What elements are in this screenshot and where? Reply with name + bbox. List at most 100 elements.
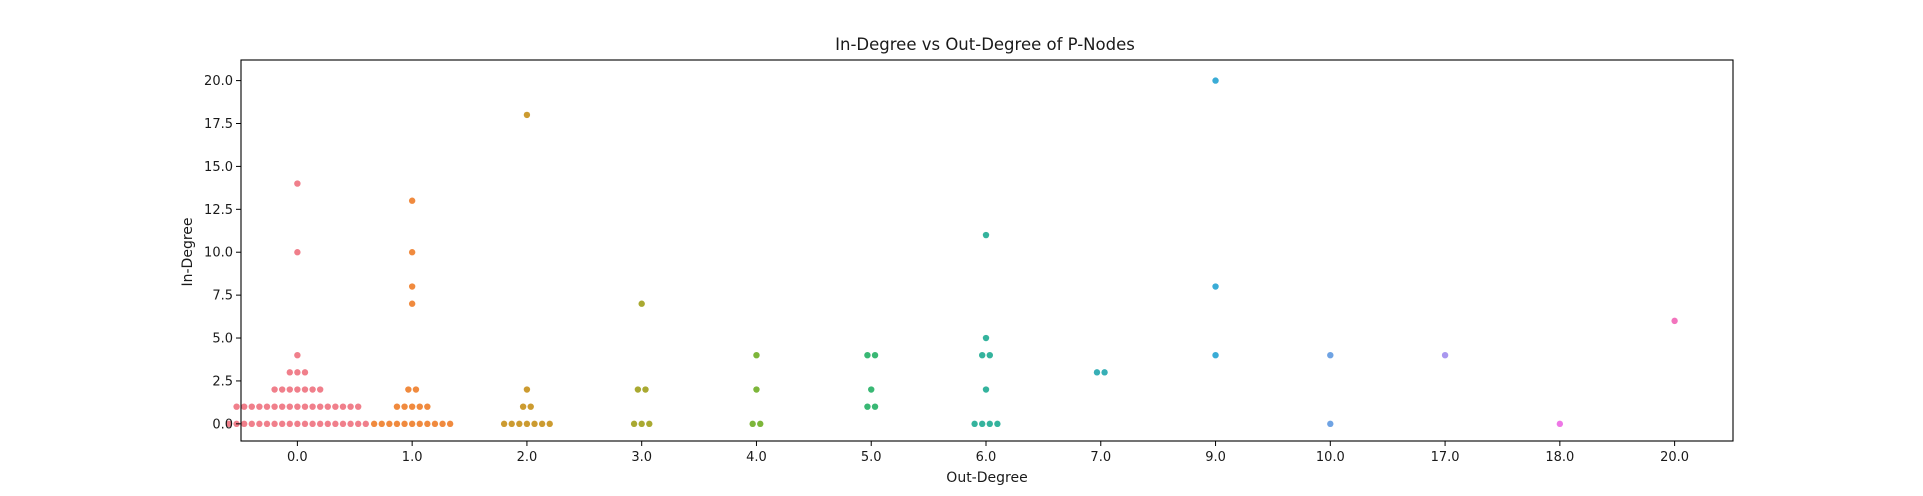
x-tick-label: 20.0 — [1660, 450, 1689, 465]
data-point — [271, 386, 278, 393]
data-point — [531, 420, 538, 428]
data-point — [412, 386, 420, 393]
data-point — [538, 420, 546, 428]
data-point — [982, 231, 990, 239]
data-point — [240, 403, 248, 410]
x-tick-label: 17.0 — [1431, 450, 1460, 465]
data-point — [527, 403, 534, 410]
plot-frame — [240, 59, 1734, 442]
data-point — [1212, 351, 1219, 359]
data-point — [986, 351, 993, 359]
data-point — [294, 351, 301, 359]
data-point — [424, 420, 431, 428]
y-axis: 0.0 2.5 5.0 7.5 10.0 12.5 15.0 17.5 20.0 — [204, 74, 241, 432]
data-point — [634, 386, 642, 393]
y-tick-label: 15.0 — [204, 160, 233, 175]
x-tick-label: 1.0 — [402, 450, 423, 465]
data-point — [301, 420, 309, 428]
data-point — [347, 403, 354, 410]
data-point — [271, 403, 278, 410]
data-point — [316, 403, 324, 410]
data-point — [263, 403, 271, 410]
x-tick-label: 10.0 — [1316, 450, 1345, 465]
data-point — [753, 351, 760, 359]
data-point — [332, 420, 339, 428]
data-point — [646, 420, 653, 428]
data-point — [309, 403, 316, 410]
data-point — [871, 351, 879, 359]
data-point — [408, 197, 416, 204]
data-point — [401, 420, 408, 428]
data-point — [757, 420, 764, 428]
data-point — [278, 420, 286, 428]
data-point — [271, 420, 278, 428]
x-tick-label: 9.0 — [1205, 450, 1226, 465]
data-point — [294, 420, 301, 428]
data-point — [986, 420, 993, 428]
y-tick-label: 10.0 — [204, 246, 233, 261]
data-point — [294, 386, 301, 393]
data-point — [278, 386, 286, 393]
data-point — [370, 420, 378, 428]
data-point — [523, 386, 531, 393]
data-point — [286, 420, 293, 428]
data-point — [500, 420, 508, 428]
data-point — [286, 403, 293, 410]
y-tick-label: 20.0 — [204, 74, 233, 89]
data-point — [286, 369, 293, 376]
data-point — [523, 111, 531, 119]
data-point — [339, 420, 347, 428]
data-point — [753, 386, 760, 393]
data-point — [519, 403, 527, 410]
data-point — [416, 403, 423, 410]
data-point — [408, 249, 416, 256]
data-point — [508, 420, 515, 428]
data-point — [240, 420, 248, 428]
chart-title: In-Degree vs Out-Degree of P-Nodes — [835, 35, 1135, 54]
data-point — [225, 420, 233, 428]
data-point — [630, 420, 638, 428]
data-point — [431, 420, 439, 428]
x-tick-label: 2.0 — [517, 450, 538, 465]
data-point — [979, 420, 986, 428]
data-point — [1327, 351, 1334, 359]
data-point — [294, 180, 301, 187]
data-point — [339, 403, 347, 410]
plot-area — [225, 77, 1678, 428]
data-point — [405, 386, 412, 393]
data-point — [994, 420, 1001, 428]
data-point — [546, 420, 553, 428]
data-point — [864, 351, 871, 359]
data-point — [301, 369, 309, 376]
data-point — [286, 386, 293, 393]
data-point — [749, 420, 756, 428]
data-point — [408, 300, 416, 307]
data-point — [416, 420, 423, 428]
data-point — [642, 386, 649, 393]
y-tick-label: 17.5 — [204, 117, 233, 132]
data-point — [401, 403, 408, 410]
data-point — [408, 283, 416, 290]
data-point — [1101, 369, 1108, 376]
data-point — [316, 420, 324, 428]
y-tick-label: 12.5 — [204, 203, 233, 218]
data-point — [1671, 317, 1678, 325]
data-point — [1327, 420, 1334, 428]
data-point — [1093, 369, 1101, 376]
data-point — [393, 420, 401, 428]
data-point — [332, 403, 339, 410]
data-point — [516, 420, 523, 428]
data-point — [309, 386, 316, 393]
x-axis: 0.0 1.0 2.0 3.0 4.0 5.0 6.0 7.0 9.0 10.0 17.0 18.0 2… — [287, 441, 1689, 465]
data-point — [982, 386, 990, 393]
data-point — [294, 369, 301, 376]
data-point — [638, 420, 645, 428]
data-point — [1441, 351, 1449, 359]
data-point — [256, 420, 263, 428]
data-point — [979, 351, 986, 359]
data-point — [256, 403, 263, 410]
data-point — [638, 300, 645, 307]
data-point — [301, 386, 309, 393]
data-point — [408, 403, 416, 410]
